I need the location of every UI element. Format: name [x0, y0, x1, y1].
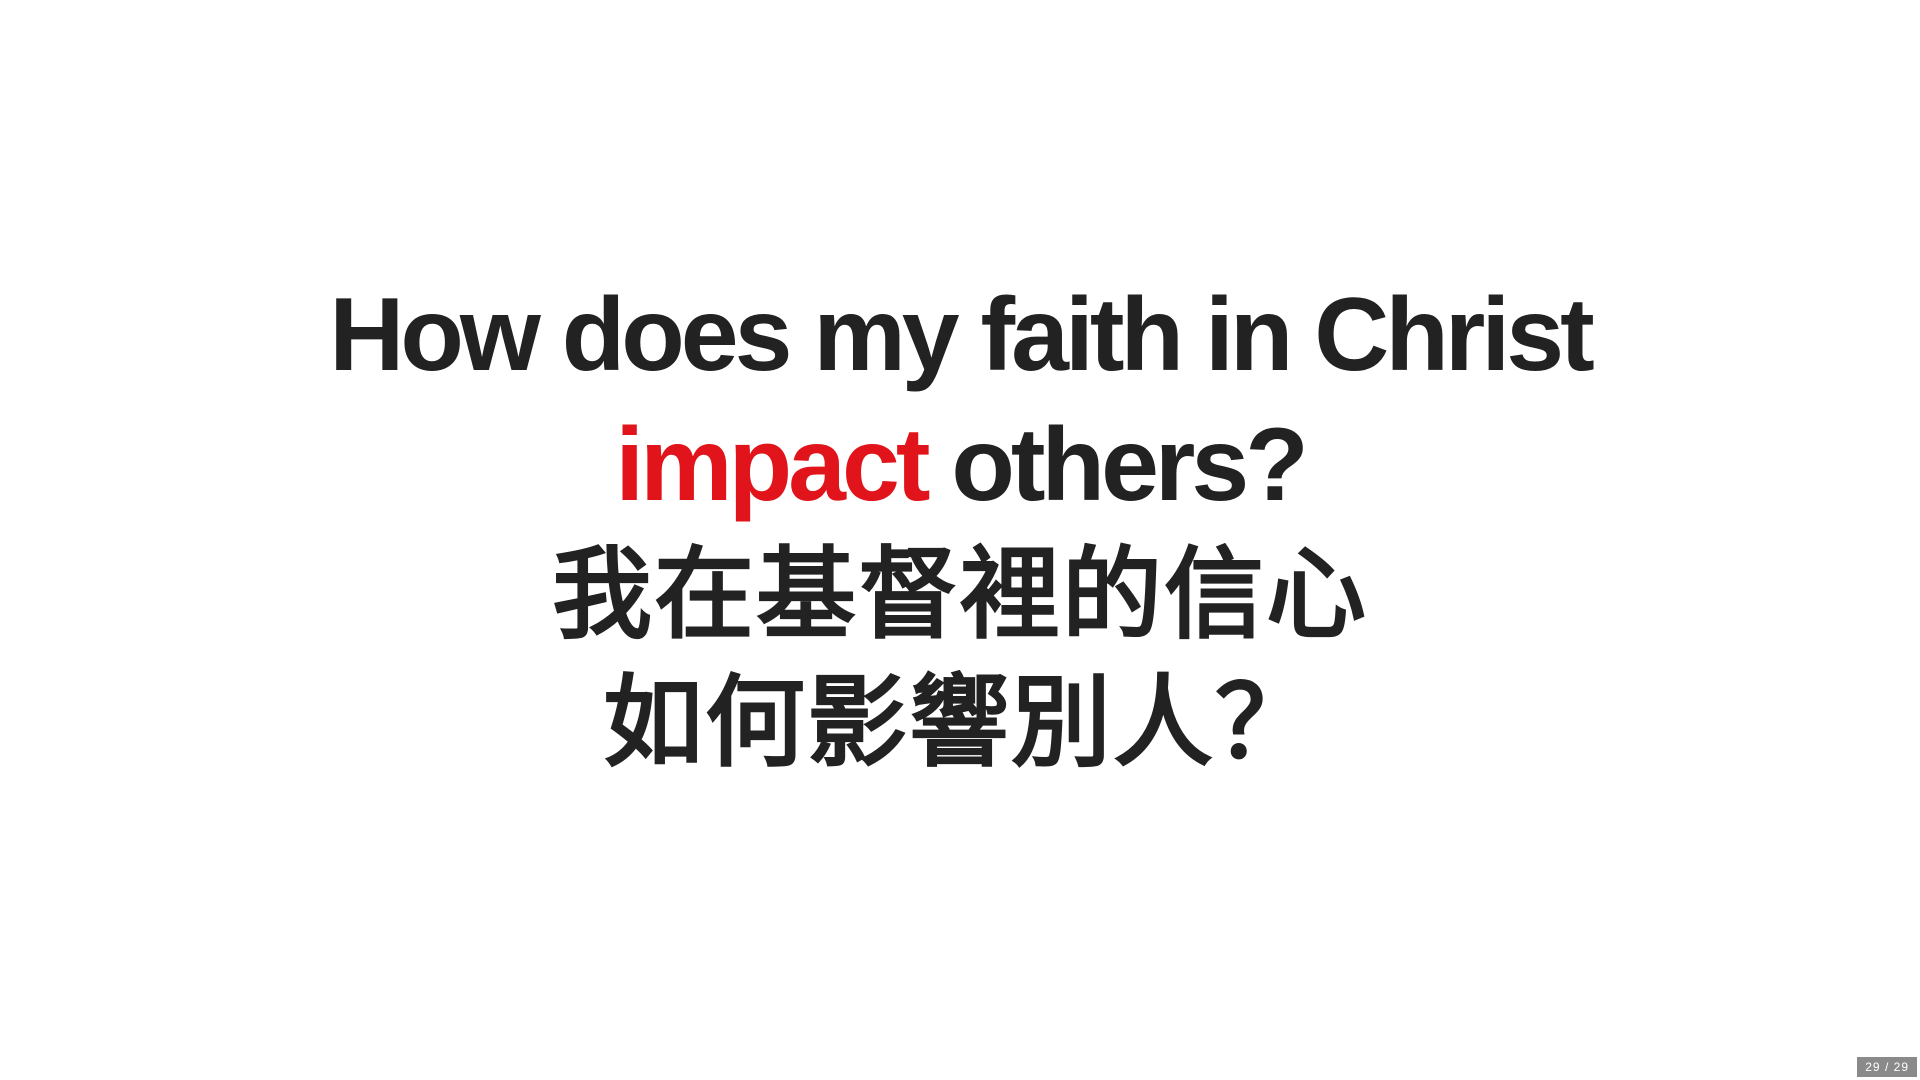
page-current: 29	[1865, 1060, 1881, 1074]
slide-content: How does my faith in Christ impact other…	[0, 270, 1920, 786]
page-total: 29	[1893, 1060, 1909, 1074]
title-en-line-1: How does my faith in Christ	[329, 277, 1594, 393]
title-en-line-2-rest: others?	[951, 407, 1308, 523]
title-en-line-2: impact others?	[0, 400, 1920, 530]
page-separator: /	[1884, 1060, 1890, 1074]
title-highlight-word: impact	[615, 407, 930, 523]
slide-page-counter: 29 / 29	[1857, 1057, 1917, 1077]
title-zh-line-2: 如何影響別人？	[603, 663, 1317, 781]
title-zh-line-1: 我在基督裡的信心	[552, 535, 1368, 653]
